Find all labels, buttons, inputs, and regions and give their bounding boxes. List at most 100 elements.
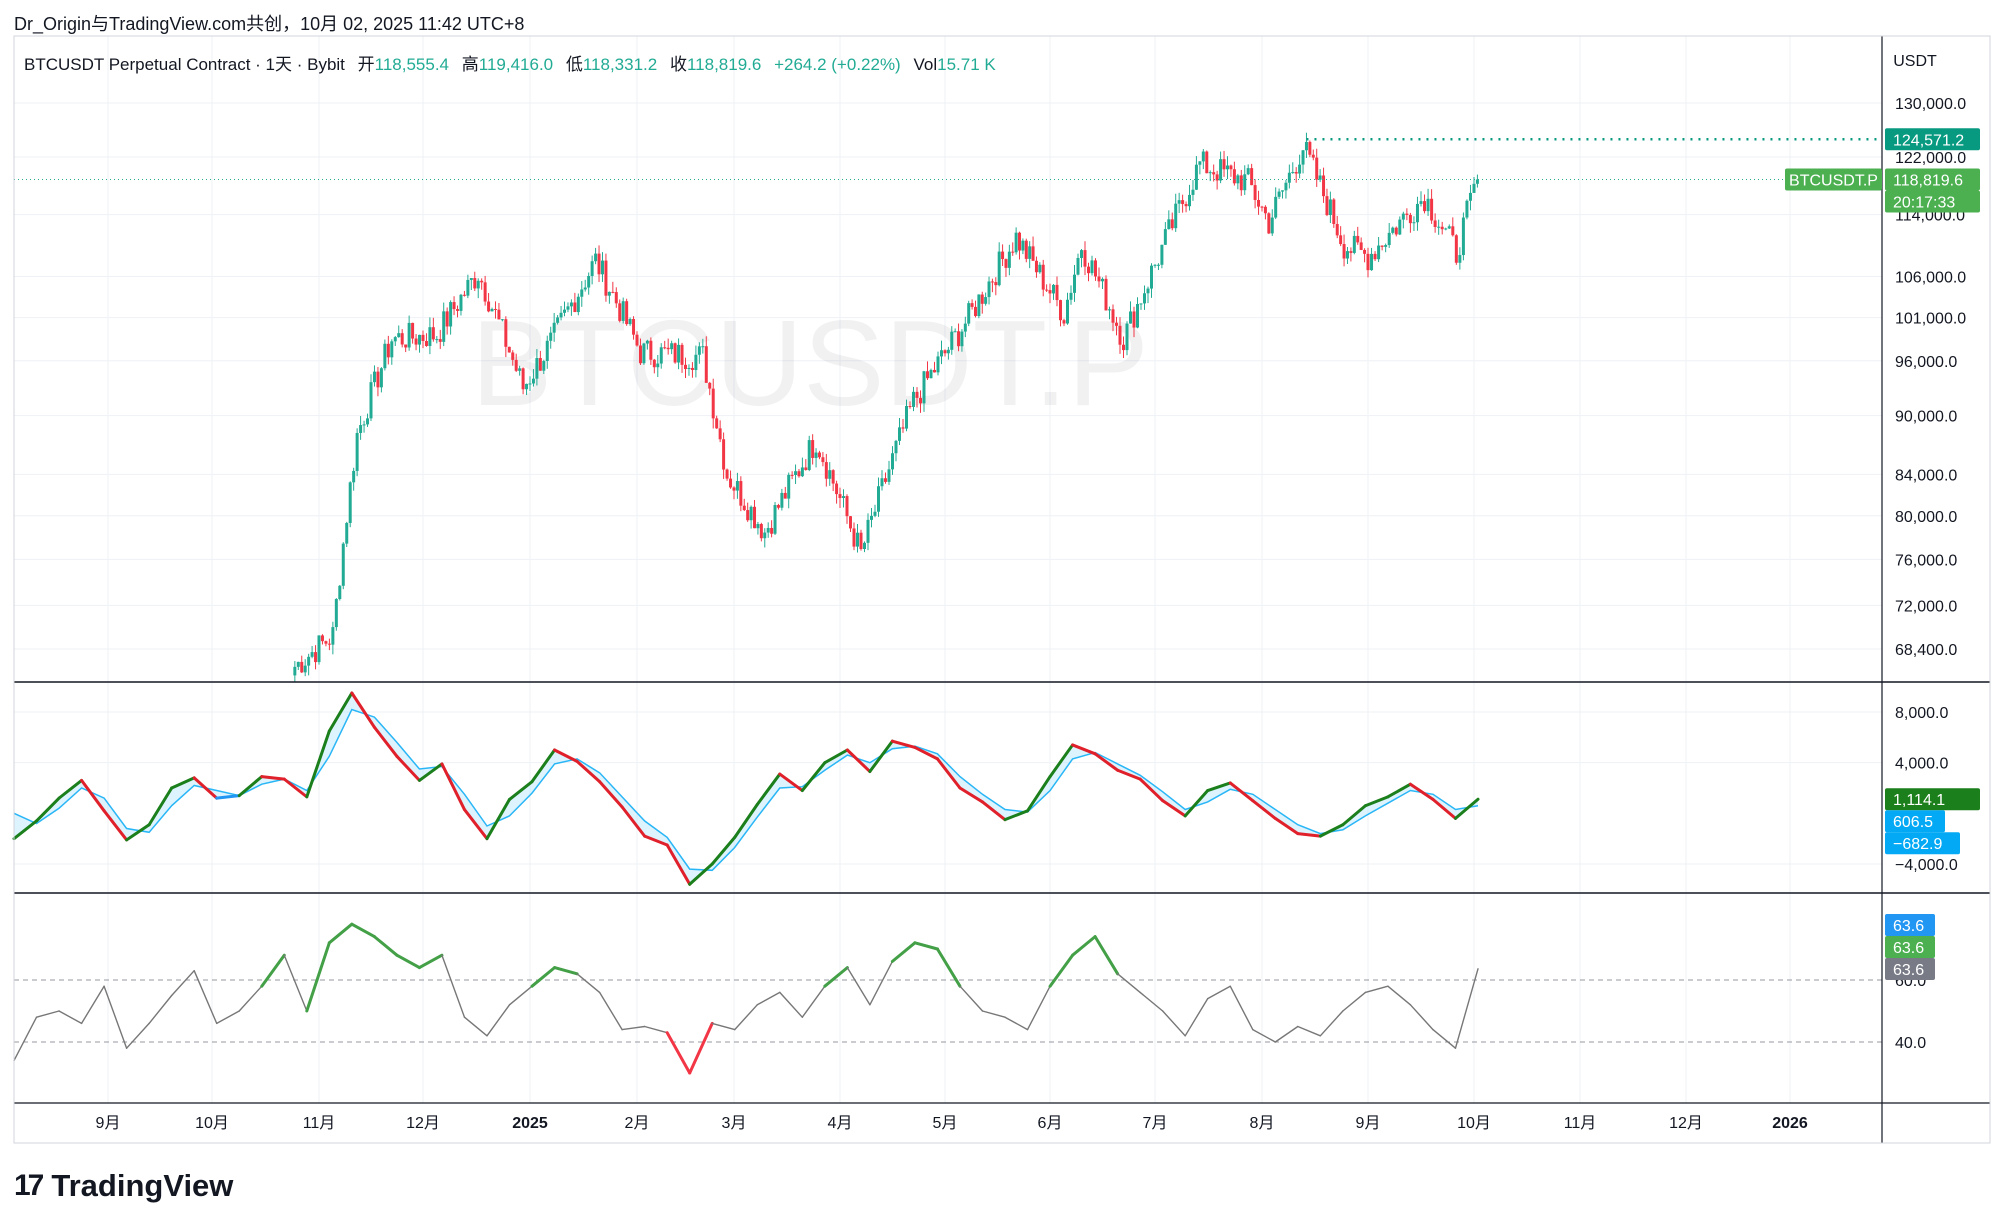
time-tick-label: 7月	[1143, 1115, 1168, 1132]
candle-body	[987, 281, 991, 298]
candle-body	[763, 532, 767, 539]
oscillator-fast-segment	[12, 819, 39, 841]
candle-body	[1304, 141, 1308, 151]
rsi-segment	[1026, 985, 1051, 1031]
price-tick-label: 68,400.0	[1895, 642, 1957, 659]
rsi-segment	[1387, 985, 1412, 1006]
candle-body	[645, 340, 649, 344]
candle-body	[638, 345, 642, 364]
candle-body	[1387, 232, 1391, 246]
candle-body	[835, 483, 839, 495]
oscillator-fast-segment	[372, 725, 399, 758]
low-label: 低	[565, 55, 583, 74]
candle-body	[1041, 264, 1045, 290]
rsi-segment	[327, 922, 354, 945]
time-tick-label: 3月	[722, 1115, 747, 1132]
candle-body	[943, 350, 947, 354]
candle-body	[366, 418, 370, 425]
time-tick-label: 12月	[1669, 1115, 1703, 1132]
candle-body	[912, 391, 915, 407]
rsi-segment	[170, 970, 195, 997]
oscillator-fast-segment	[260, 775, 286, 781]
oscillator-fast-segment	[575, 759, 602, 784]
candle-body	[317, 635, 321, 663]
oscillator-fast-segment	[1453, 797, 1480, 820]
candle-body	[842, 496, 845, 499]
oscillator-fast-segment	[35, 796, 61, 823]
candle-body	[1384, 245, 1388, 247]
candle-body	[1281, 190, 1285, 192]
rsi-pane[interactable]	[13, 922, 1479, 1075]
rsi-segment	[1161, 1010, 1186, 1037]
candle-body	[711, 388, 715, 419]
candle-body	[1328, 199, 1332, 216]
high-price-label-box	[1885, 128, 1980, 151]
candle-body	[1270, 217, 1274, 234]
price-labels: 124,571.2 BTCUSDT.P 118,819.6 20:17:33 1,114…	[1785, 128, 1980, 980]
candle-body	[341, 543, 345, 586]
time-tick-label: 8月	[1250, 1115, 1275, 1132]
candle-body	[331, 627, 335, 645]
candle-body	[1415, 203, 1419, 223]
candle-body	[293, 666, 297, 676]
candle-body	[659, 347, 663, 364]
close-label: 收	[669, 55, 687, 74]
time-tick-label: 11月	[303, 1115, 336, 1132]
candle-body	[393, 337, 397, 342]
candle-body	[625, 301, 629, 325]
candle-body	[773, 505, 777, 534]
rsi-segment	[508, 985, 533, 1006]
candle-body	[549, 332, 553, 341]
candle-body	[1352, 235, 1356, 253]
candle-body	[1205, 151, 1209, 174]
candle-body	[1318, 175, 1322, 180]
oscillator-slow-line	[13, 708, 1479, 872]
candle-body	[817, 452, 821, 458]
candle-body	[1451, 226, 1455, 236]
candle-body	[362, 424, 366, 426]
rsi-segment	[711, 1022, 736, 1031]
candle-body	[1359, 242, 1363, 250]
candle-body	[587, 276, 591, 288]
candle-body	[929, 369, 933, 379]
rsi-segment	[959, 985, 984, 1012]
symbol-name[interactable]: BTCUSDT Perpetual Contract · 1天 · Bybit	[24, 55, 345, 74]
candle-body	[990, 281, 994, 283]
high-price-label: 124,571.2	[1893, 132, 1964, 149]
candle-body	[580, 289, 584, 297]
oscillator-pane[interactable]	[12, 691, 1480, 886]
candle-body	[898, 427, 901, 441]
chart-frame	[13, 35, 1991, 1144]
candle-body	[687, 367, 691, 370]
countdown-label: 20:17:33	[1893, 194, 1955, 211]
price-pane[interactable]	[14, 132, 1882, 682]
candle-body	[1465, 200, 1469, 218]
candle-body	[397, 333, 401, 338]
oscillator-fast-segment	[417, 762, 444, 782]
time-tick-label: 12月	[406, 1115, 440, 1132]
candle-body	[1014, 232, 1018, 253]
candle-body	[766, 527, 770, 533]
candle-body	[1024, 240, 1028, 259]
rsi-label-c-box	[1885, 958, 1935, 980]
rsi-segment	[981, 1010, 1006, 1018]
symbol-info-bar[interactable]: BTCUSDT Perpetual Contract · 1天 · Bybit …	[24, 50, 996, 75]
oscillator-fast-segment	[350, 691, 376, 729]
candle-body	[1447, 226, 1451, 229]
candle-body	[1468, 192, 1472, 201]
candle-body	[725, 469, 729, 479]
candle-body	[1277, 191, 1281, 197]
candle-body	[770, 527, 774, 534]
candle-body	[334, 599, 338, 628]
tradingview-logo[interactable]: 17 TradingView	[14, 1168, 233, 1204]
oscillator-fast-segment	[845, 748, 872, 774]
oscillator-fast-segment	[147, 786, 174, 827]
oscillator-fast-segment	[282, 777, 309, 799]
candle-body	[1291, 172, 1295, 174]
candle-body	[348, 482, 352, 523]
candle-body	[1215, 174, 1219, 181]
candle-body	[438, 339, 442, 342]
candle-body	[507, 346, 511, 353]
candle-body	[1311, 154, 1315, 158]
